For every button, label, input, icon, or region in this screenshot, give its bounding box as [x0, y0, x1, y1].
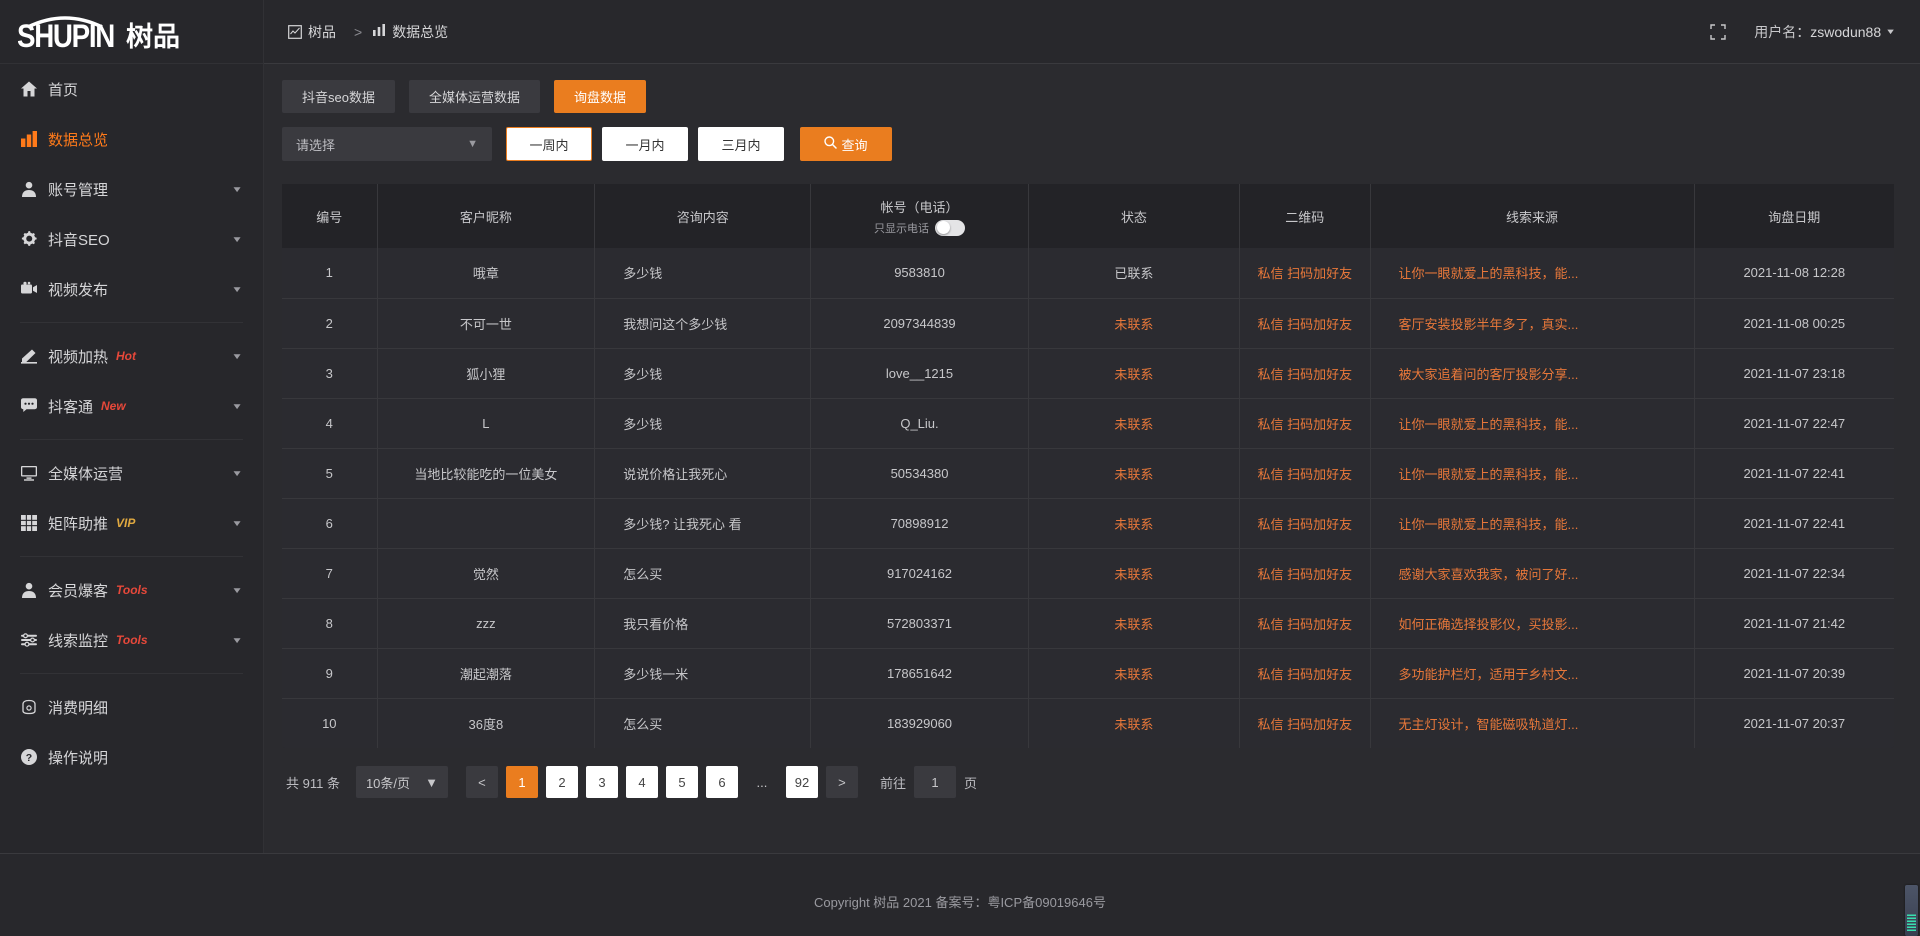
svg-text:树品: 树品 [126, 22, 180, 50]
svg-text:SHUPIN: SHUPIN [18, 18, 114, 50]
svg-text:?: ? [26, 752, 32, 764]
